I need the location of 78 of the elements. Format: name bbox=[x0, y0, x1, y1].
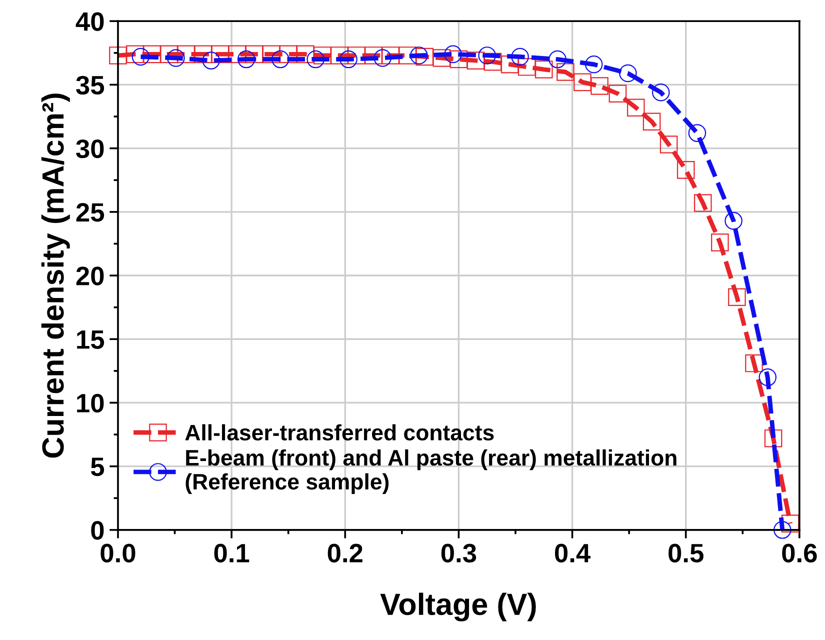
point bbox=[314, 46, 332, 64]
point bbox=[764, 429, 782, 448]
point bbox=[109, 46, 127, 64]
point bbox=[590, 77, 608, 95]
point bbox=[167, 49, 185, 67]
point bbox=[652, 83, 670, 102]
point bbox=[745, 354, 763, 372]
point bbox=[177, 45, 196, 64]
y-tick-label: 5 bbox=[90, 458, 104, 476]
point bbox=[279, 45, 298, 64]
point bbox=[340, 50, 358, 68]
point bbox=[194, 45, 212, 64]
point bbox=[237, 50, 256, 68]
point bbox=[584, 55, 603, 74]
point bbox=[724, 212, 742, 230]
point bbox=[160, 45, 178, 64]
point bbox=[466, 52, 485, 70]
y-tick-label: 10 bbox=[77, 394, 104, 413]
y-tick-label: 15 bbox=[77, 330, 104, 349]
point bbox=[410, 46, 428, 64]
point bbox=[518, 58, 536, 76]
point bbox=[228, 45, 246, 64]
x-axis-title: Voltage (V) bbox=[380, 592, 536, 622]
x-tick-label: 0.2 bbox=[328, 544, 362, 562]
point bbox=[202, 52, 220, 70]
point bbox=[676, 161, 695, 179]
point bbox=[432, 49, 451, 67]
point bbox=[574, 73, 592, 92]
point bbox=[619, 64, 637, 82]
point bbox=[382, 46, 400, 64]
point bbox=[296, 45, 314, 64]
point bbox=[374, 49, 392, 67]
point bbox=[272, 50, 290, 68]
point bbox=[774, 521, 792, 539]
point bbox=[556, 63, 574, 81]
point bbox=[262, 45, 280, 64]
legend-label: All-laser-transferred contacts bbox=[185, 424, 494, 441]
point bbox=[478, 46, 496, 64]
legend-label: E-beam (front) and Al paste (rear) metallization (Reference sample) bbox=[186, 449, 676, 494]
y-tick-label: 35 bbox=[76, 76, 104, 95]
point bbox=[642, 112, 661, 130]
point bbox=[548, 50, 566, 68]
point bbox=[694, 194, 712, 212]
point bbox=[484, 52, 502, 71]
point bbox=[711, 234, 729, 252]
point bbox=[330, 46, 348, 64]
point bbox=[450, 50, 468, 68]
point bbox=[348, 46, 366, 64]
point bbox=[511, 48, 529, 66]
x-tick-label: 0.4 bbox=[554, 544, 590, 562]
x-tick-label: 0.0 bbox=[100, 544, 136, 562]
y-tick-label: 20 bbox=[76, 266, 104, 286]
point bbox=[626, 98, 645, 117]
point bbox=[143, 45, 161, 64]
point bbox=[608, 84, 627, 103]
x-tick-label: 0.1 bbox=[214, 544, 250, 562]
point bbox=[416, 48, 434, 66]
y-tick-label: 30 bbox=[76, 139, 104, 158]
point bbox=[306, 50, 324, 68]
point bbox=[728, 288, 746, 306]
y-axis-title: Current density (mA/cm²) bbox=[41, 94, 70, 458]
point bbox=[132, 48, 150, 66]
point bbox=[245, 45, 264, 64]
point bbox=[398, 46, 416, 64]
point bbox=[660, 136, 678, 154]
y-tick-label: 25 bbox=[76, 203, 104, 222]
point bbox=[758, 368, 777, 386]
y-tick-label: 0 bbox=[91, 521, 104, 540]
point bbox=[688, 124, 706, 142]
y-tick-label: 40 bbox=[76, 12, 104, 31]
x-tick-label: 0.3 bbox=[441, 544, 476, 563]
point bbox=[364, 46, 382, 64]
point bbox=[211, 45, 230, 64]
point bbox=[444, 45, 462, 64]
x-tick-label: 0.6 bbox=[782, 544, 817, 562]
point bbox=[534, 60, 553, 78]
x-tick-label: 0.5 bbox=[668, 544, 704, 562]
point bbox=[126, 45, 144, 64]
